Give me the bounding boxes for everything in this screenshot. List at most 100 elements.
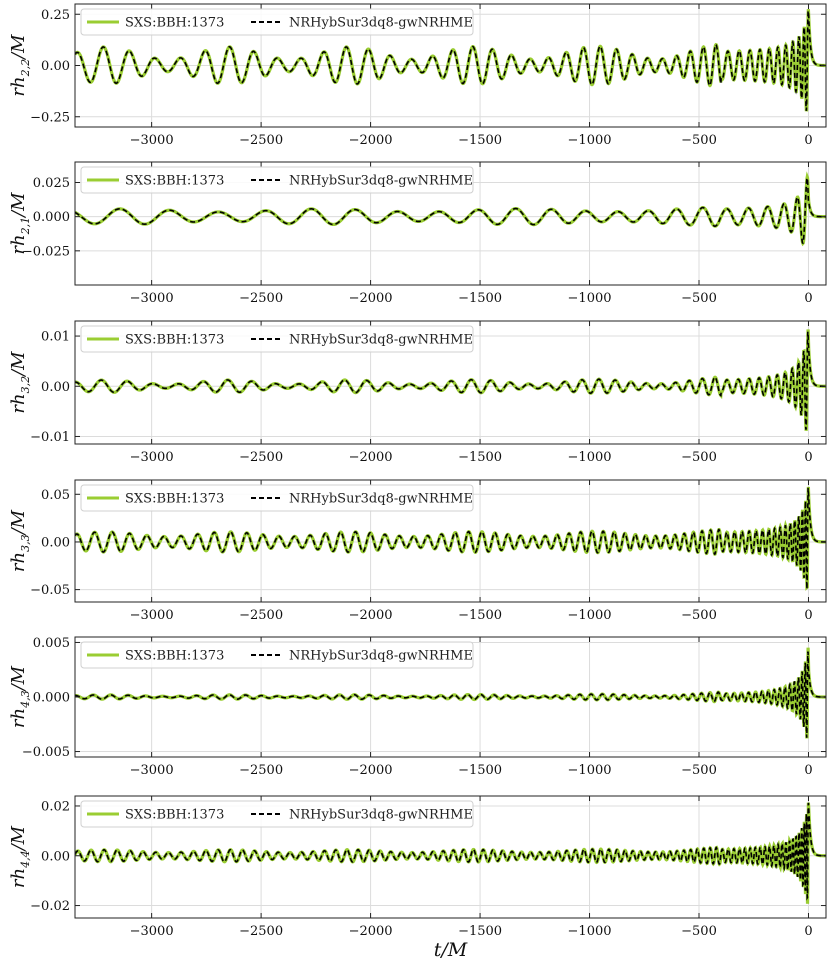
x-tick-label: 0 — [804, 133, 812, 148]
panel-5: −3000 −2500 −2000 −1500 −1000 −500 0 −0.005 0.00… — [8, 636, 827, 778]
x-tick-label: 0 — [804, 763, 812, 778]
x-tick-label: −500 — [681, 608, 717, 623]
legend-label-nrhybsur: NRHybSur3dq8-gwNRHME — [289, 333, 473, 348]
y-tick-label: 0.00 — [41, 849, 70, 864]
panel-3: −3000 −2500 −2000 −1500 −1000 −500 0 −0.01 0.00 0… — [8, 320, 827, 465]
x-tick-label: −3000 — [130, 291, 174, 306]
panel-4: −3000 −2500 −2000 −1500 −1000 −500 0 −0.05 0.00 0… — [8, 479, 827, 623]
y-tick-label: 0.000 — [33, 691, 70, 706]
y-tick-label: −0.005 — [22, 745, 70, 760]
legend-label-nrhybsur: NRHybSur3dq8-gwNRHME — [289, 492, 473, 507]
panel-6: −3000 −2500 −2000 −1500 −1000 −500 0 −0.02 0.00 0… — [8, 795, 827, 961]
x-tick-label: −1000 — [568, 291, 612, 306]
x-tick-label: −500 — [681, 450, 717, 465]
x-tick-label: 0 — [804, 291, 812, 306]
axes-frame — [74, 320, 827, 445]
legend: SXS:BBH:1373 NRHybSur3dq8-gwNRHME — [80, 484, 474, 512]
legend-label-sxs: SXS:BBH:1373 — [125, 808, 224, 823]
x-tick-label: −2500 — [239, 608, 283, 623]
x-tick-label: −2500 — [239, 924, 283, 939]
axes-frame — [74, 795, 827, 919]
y-axis-label: rh3,2/M — [8, 351, 32, 414]
x-tick-label: −500 — [681, 763, 717, 778]
x-tick-label: −1500 — [458, 608, 502, 623]
x-tick-label: −3000 — [130, 924, 174, 939]
y-tick-label: −0.05 — [30, 583, 70, 598]
x-tick-label: 0 — [804, 450, 812, 465]
y-axis-label: rh4,3/M — [8, 665, 32, 728]
y-tick-label: −0.02 — [30, 899, 70, 914]
series-nrhybsur3dq8-gwnrhme-line — [75, 802, 826, 901]
x-tick-label: −1500 — [458, 924, 502, 939]
x-tick-label: −2500 — [239, 763, 283, 778]
y-tick-label: 0.000 — [33, 210, 70, 225]
y-tick-label: 0.00 — [41, 380, 70, 395]
x-tick-label: −3000 — [130, 763, 174, 778]
legend-label-nrhybsur: NRHybSur3dq8-gwNRHME — [289, 174, 473, 189]
y-tick-label: 0.25 — [41, 8, 70, 23]
series-nrhybsur3dq8-gwnrhme-line — [75, 331, 826, 430]
axes-frame — [74, 161, 827, 286]
x-tick-label: −500 — [681, 133, 717, 148]
x-tick-label: −1500 — [458, 133, 502, 148]
panel-2: −3000 −2500 −2000 −1500 −1000 −500 0 −0.025 0.00… — [8, 161, 827, 306]
legend: SXS:BBH:1373 NRHybSur3dq8-gwNRHME — [80, 325, 474, 353]
x-tick-label: −500 — [681, 291, 717, 306]
axes-frame — [74, 479, 827, 603]
y-tick-label: 0.005 — [33, 636, 70, 651]
y-axis-label: rh2,2/M — [8, 34, 32, 97]
x-tick-label: 0 — [804, 924, 812, 939]
series-nrhybsur3dq8-gwnrhme-line — [75, 176, 826, 244]
x-tick-label: −3000 — [130, 608, 174, 623]
y-tick-label: −0.25 — [30, 110, 70, 125]
y-tick-label: 0.00 — [41, 535, 70, 550]
x-tick-label: −1500 — [458, 450, 502, 465]
y-tick-label: 0.00 — [41, 59, 70, 74]
legend: SXS:BBH:1373 NRHybSur3dq8-gwNRHME — [80, 8, 474, 36]
x-tick-label: −2000 — [349, 924, 393, 939]
legend-label-sxs: SXS:BBH:1373 — [125, 649, 224, 664]
x-tick-label: −2000 — [349, 763, 393, 778]
y-axis-label: rh3,3/M — [8, 509, 32, 572]
x-tick-label: −3000 — [130, 133, 174, 148]
y-tick-label: 0.01 — [41, 330, 70, 345]
legend-label-nrhybsur: NRHybSur3dq8-gwNRHME — [289, 649, 473, 664]
x-tick-label: −1500 — [458, 763, 502, 778]
legend: SXS:BBH:1373 NRHybSur3dq8-gwNRHME — [80, 166, 474, 194]
x-tick-label: −2000 — [349, 450, 393, 465]
x-tick-label: 0 — [804, 608, 812, 623]
x-tick-label: −2000 — [349, 133, 393, 148]
series-nrhybsur3dq8-gwnrhme-line — [75, 651, 826, 738]
x-tick-label: −2500 — [239, 450, 283, 465]
x-tick-label: −1500 — [458, 291, 502, 306]
y-tick-label: −0.025 — [22, 244, 70, 259]
legend: SXS:BBH:1373 NRHybSur3dq8-gwNRHME — [80, 641, 474, 669]
legend-label-sxs: SXS:BBH:1373 — [125, 174, 224, 189]
y-tick-label: 0.02 — [41, 799, 70, 814]
x-tick-label: −3000 — [130, 450, 174, 465]
x-tick-label: −2500 — [239, 291, 283, 306]
x-tick-label: −2000 — [349, 608, 393, 623]
x-tick-label: −2000 — [349, 291, 393, 306]
series-nrhybsur3dq8-gwnrhme-line — [75, 487, 826, 590]
y-axis-label: rh4,4/M — [8, 825, 32, 888]
series-nrhybsur3dq8-gwnrhme-line — [75, 8, 826, 111]
legend-label-nrhybsur: NRHybSur3dq8-gwNRHME — [289, 808, 473, 823]
x-axis-label: t/M — [434, 939, 468, 961]
legend: SXS:BBH:1373 NRHybSur3dq8-gwNRHME — [80, 800, 474, 828]
x-tick-label: −1000 — [568, 608, 612, 623]
legend-label-sxs: SXS:BBH:1373 — [125, 16, 224, 31]
x-tick-label: −1000 — [568, 133, 612, 148]
y-tick-label: 0.05 — [41, 488, 70, 503]
x-tick-label: −500 — [681, 924, 717, 939]
y-tick-label: 0.025 — [33, 176, 70, 191]
panel-1: −3000 −2500 −2000 −1500 −1000 −500 0 −0.25 0.00 0… — [8, 3, 827, 148]
x-tick-label: −1000 — [568, 763, 612, 778]
legend-label-sxs: SXS:BBH:1373 — [125, 492, 224, 507]
y-axis-label: rh2,1/M — [8, 192, 32, 255]
legend-label-sxs: SXS:BBH:1373 — [125, 333, 224, 348]
x-tick-label: −1000 — [568, 924, 612, 939]
y-tick-label: −0.01 — [30, 430, 70, 445]
x-tick-label: −1000 — [568, 450, 612, 465]
